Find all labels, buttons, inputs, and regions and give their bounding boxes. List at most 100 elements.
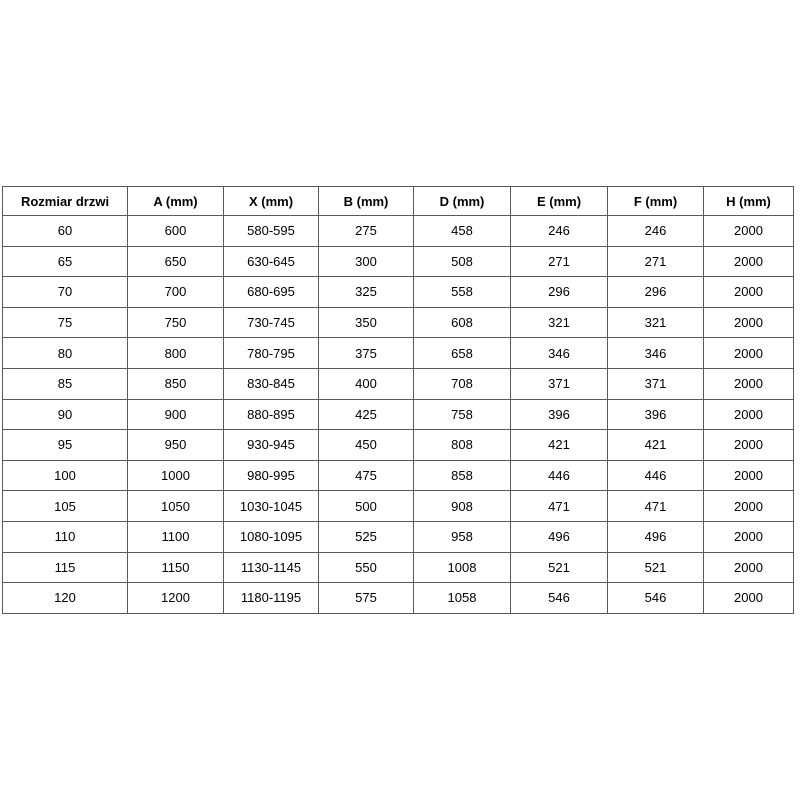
table-cell: 496 xyxy=(510,520,608,553)
table-cell: 2000 xyxy=(703,490,794,522)
table-cell: 471 xyxy=(607,490,704,522)
table-cell: 858 xyxy=(413,459,511,492)
table-cell: 758 xyxy=(413,398,511,431)
table-cell: 95 xyxy=(2,429,128,461)
table-cell: 75 xyxy=(2,306,128,339)
table-cell: 508 xyxy=(413,245,511,278)
table-cell: 458 xyxy=(413,215,511,247)
table-cell: 471 xyxy=(510,490,608,522)
table-cell: 550 xyxy=(318,551,414,584)
table-row: 75 750 730-745 350 608 321 321 2000 xyxy=(2,306,794,339)
table-cell: 780-795 xyxy=(223,337,319,369)
table-cell: 658 xyxy=(413,337,511,369)
table-cell: 2000 xyxy=(703,245,794,278)
table-cell: 1000 xyxy=(127,459,224,492)
table-cell: 80 xyxy=(2,337,128,369)
table-cell: 680-695 xyxy=(223,276,319,308)
table-cell: 371 xyxy=(510,367,608,400)
table-cell: 60 xyxy=(2,215,128,247)
table-cell: 950 xyxy=(127,429,224,461)
header-row: Rozmiar drzwi A (mm) X (mm) B (mm) D (mm… xyxy=(2,186,794,216)
table-cell: 110 xyxy=(2,520,128,553)
column-header-rozmiar-drzwi: Rozmiar drzwi xyxy=(2,186,128,216)
column-header-e-mm: E (mm) xyxy=(510,186,608,216)
table-cell: 371 xyxy=(607,367,704,400)
table-cell: 830-845 xyxy=(223,367,319,400)
table-cell: 600 xyxy=(127,215,224,247)
table-cell: 2000 xyxy=(703,398,794,431)
table-cell: 2000 xyxy=(703,551,794,584)
table-cell: 908 xyxy=(413,490,511,522)
table-row: 115 1150 1130-1145 550 1008 521 521 2000 xyxy=(2,551,794,584)
table-cell: 980-995 xyxy=(223,459,319,492)
table-cell: 608 xyxy=(413,306,511,339)
table-row: 100 1000 980-995 475 858 446 446 2000 xyxy=(2,459,794,492)
column-header-d-mm: D (mm) xyxy=(413,186,511,216)
table-cell: 2000 xyxy=(703,306,794,339)
table-row: 70 700 680-695 325 558 296 296 2000 xyxy=(2,276,794,308)
table-row: 110 1100 1080-1095 525 958 496 496 2000 xyxy=(2,520,794,553)
table-cell: 321 xyxy=(607,306,704,339)
table-cell: 1050 xyxy=(127,490,224,522)
table-cell: 446 xyxy=(607,459,704,492)
table-cell: 500 xyxy=(318,490,414,522)
table-cell: 1100 xyxy=(127,520,224,553)
table-cell: 958 xyxy=(413,520,511,553)
table-cell: 321 xyxy=(510,306,608,339)
table-row: 85 850 830-845 400 708 371 371 2000 xyxy=(2,367,794,400)
table-cell: 421 xyxy=(510,429,608,461)
table-cell: 375 xyxy=(318,337,414,369)
table-cell: 2000 xyxy=(703,337,794,369)
table-cell: 850 xyxy=(127,367,224,400)
table-cell: 700 xyxy=(127,276,224,308)
table-cell: 808 xyxy=(413,429,511,461)
table-cell: 880-895 xyxy=(223,398,319,431)
table-row: 80 800 780-795 375 658 346 346 2000 xyxy=(2,337,794,369)
table-cell: 1180-1195 xyxy=(223,582,319,614)
table-cell: 300 xyxy=(318,245,414,278)
table-cell: 396 xyxy=(607,398,704,431)
table-cell: 65 xyxy=(2,245,128,278)
table-cell: 70 xyxy=(2,276,128,308)
table-cell: 446 xyxy=(510,459,608,492)
column-header-x-mm: X (mm) xyxy=(223,186,319,216)
table-cell: 900 xyxy=(127,398,224,431)
column-header-b-mm: B (mm) xyxy=(318,186,414,216)
table-cell: 650 xyxy=(127,245,224,278)
table-cell: 346 xyxy=(607,337,704,369)
table-cell: 271 xyxy=(510,245,608,278)
table-cell: 115 xyxy=(2,551,128,584)
table-cell: 246 xyxy=(607,215,704,247)
table-cell: 630-645 xyxy=(223,245,319,278)
table-cell: 575 xyxy=(318,582,414,614)
table-row: 90 900 880-895 425 758 396 396 2000 xyxy=(2,398,794,431)
table-cell: 2000 xyxy=(703,367,794,400)
table-row: 60 600 580-595 275 458 246 246 2000 xyxy=(2,215,794,247)
table-cell: 275 xyxy=(318,215,414,247)
table-cell: 750 xyxy=(127,306,224,339)
table-cell: 325 xyxy=(318,276,414,308)
table-cell: 1200 xyxy=(127,582,224,614)
table-cell: 425 xyxy=(318,398,414,431)
table-cell: 580-595 xyxy=(223,215,319,247)
table-cell: 100 xyxy=(2,459,128,492)
table-cell: 85 xyxy=(2,367,128,400)
table-cell: 730-745 xyxy=(223,306,319,339)
table-row: 120 1200 1180-1195 575 1058 546 546 2000 xyxy=(2,582,794,614)
table-cell: 271 xyxy=(607,245,704,278)
table-cell: 2000 xyxy=(703,429,794,461)
table-cell: 105 xyxy=(2,490,128,522)
column-header-a-mm: A (mm) xyxy=(127,186,224,216)
table-row: 95 950 930-945 450 808 421 421 2000 xyxy=(2,429,794,461)
table-cell: 2000 xyxy=(703,459,794,492)
table-cell: 90 xyxy=(2,398,128,431)
table-row: 105 1050 1030-1045 500 908 471 471 2000 xyxy=(2,490,794,522)
table-cell: 2000 xyxy=(703,582,794,614)
table-cell: 2000 xyxy=(703,215,794,247)
table-body: 60 600 580-595 275 458 246 246 2000 65 650 630-645… xyxy=(2,215,794,614)
table-cell: 2000 xyxy=(703,276,794,308)
table-cell: 496 xyxy=(607,520,704,553)
table-cell: 400 xyxy=(318,367,414,400)
table-cell: 930-945 xyxy=(223,429,319,461)
